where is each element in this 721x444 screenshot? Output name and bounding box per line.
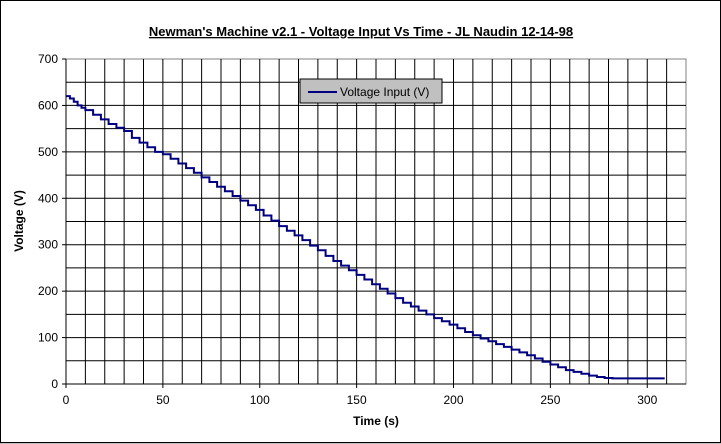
x-axis-label: Time (s): [353, 414, 399, 428]
x-tick-label: 50: [156, 393, 170, 407]
y-tick-label: 200: [38, 284, 58, 298]
x-tick-label: 250: [540, 393, 560, 407]
y-tick-label: 400: [38, 191, 58, 205]
y-tick-label: 0: [51, 377, 58, 391]
series-line-voltage-input: [66, 95, 665, 380]
y-tick-label: 100: [38, 331, 58, 345]
y-tick-label: 700: [38, 52, 58, 66]
x-tick-label: 150: [347, 393, 367, 407]
legend: Voltage Input (V): [299, 78, 443, 104]
legend-series-label: Voltage Input (V): [340, 85, 429, 99]
y-axis-label: Voltage (V): [12, 190, 26, 252]
x-tick-label: 200: [443, 393, 463, 407]
series-layer: [66, 95, 665, 380]
x-tick-label: 100: [250, 393, 270, 407]
gridlines: [66, 59, 686, 384]
chart-title: Newman's Machine v2.1 - Voltage Input Vs…: [149, 24, 573, 39]
x-tick-label: 0: [63, 393, 70, 407]
y-tick-label: 500: [38, 145, 58, 159]
y-tick-label: 300: [38, 238, 58, 252]
y-tick-label: 600: [38, 98, 58, 112]
x-tick-label: 300: [637, 393, 657, 407]
axis-ticks: 0 50 100 150 200 250 300 0 100 200 300 400 500 600 700: [38, 52, 686, 407]
